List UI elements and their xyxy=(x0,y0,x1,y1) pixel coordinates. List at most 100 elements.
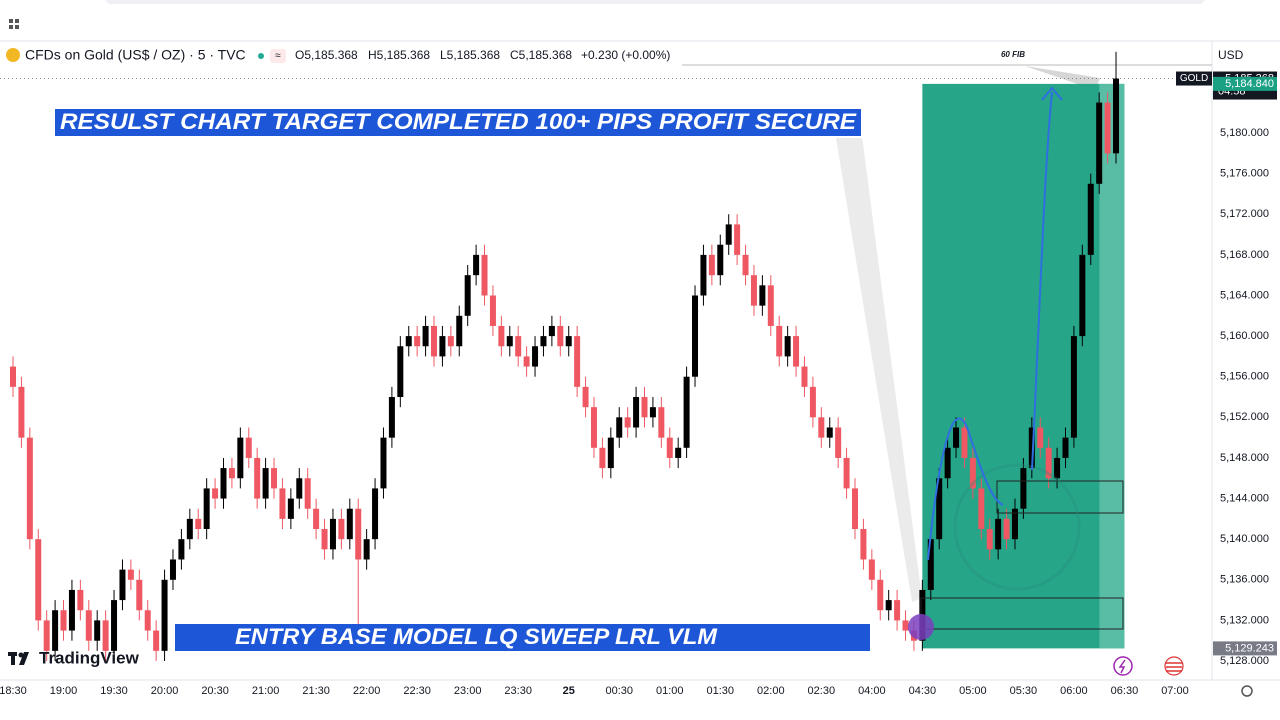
banner-text: ENTRY BASE MODEL LQ SWEEP LRL VLM xyxy=(235,624,718,649)
candle-body xyxy=(447,336,454,347)
x-tick-label: 04:30 xyxy=(909,685,937,697)
fib-label: 60 FIB xyxy=(1001,50,1025,59)
candle-body xyxy=(532,346,539,367)
symbol-tag xyxy=(1176,71,1212,86)
x-tick-label: 21:30 xyxy=(302,685,330,697)
candle-body xyxy=(877,579,884,611)
candle-body xyxy=(607,437,614,469)
candle-body xyxy=(262,468,269,499)
currency[interactable]: USD xyxy=(1218,48,1244,62)
x-tick-label: 20:00 xyxy=(151,685,179,697)
candle-body xyxy=(742,254,749,276)
candle-body xyxy=(506,336,513,347)
x-tick-label: 06:00 xyxy=(1060,685,1088,697)
candle-body xyxy=(624,417,631,428)
candle-body xyxy=(818,417,825,438)
candle-body xyxy=(1087,183,1094,255)
candle-body xyxy=(860,529,867,560)
candle-body xyxy=(397,346,404,398)
candle-body xyxy=(1062,437,1069,458)
position-box xyxy=(922,83,1125,649)
candle-body xyxy=(801,366,808,387)
candle-body xyxy=(557,325,564,347)
candle-body xyxy=(725,224,732,245)
candle-body xyxy=(1070,336,1077,438)
candle-body xyxy=(1037,427,1044,448)
candle-body xyxy=(178,539,185,560)
watermark-circle xyxy=(953,463,1081,591)
candle-body xyxy=(1003,518,1010,540)
alert-icon[interactable] xyxy=(1113,656,1133,676)
x-tick-label: 23:30 xyxy=(504,685,532,697)
candle-body xyxy=(321,529,328,550)
candle-body xyxy=(313,508,320,530)
candle-body xyxy=(94,620,101,641)
y-tick-label: 5,172.000 xyxy=(1220,208,1269,220)
candle-body xyxy=(927,539,934,590)
y-tick-label: 5,140.000 xyxy=(1220,533,1269,545)
candle-body xyxy=(329,518,336,550)
candle-body xyxy=(26,437,33,540)
candle-body xyxy=(902,620,909,631)
y-tick-label: 5,144.000 xyxy=(1220,492,1269,504)
candle-body xyxy=(254,457,261,499)
candle-body xyxy=(60,610,67,631)
candle-body xyxy=(969,457,976,489)
candle-body xyxy=(1020,468,1027,509)
candle-body xyxy=(195,518,202,530)
y-tick-label: 5,128.000 xyxy=(1220,655,1269,667)
zone-box xyxy=(920,597,1124,630)
candle-body xyxy=(953,427,960,448)
candle-body xyxy=(944,447,951,479)
y-tick-label: 5,132.000 xyxy=(1220,614,1269,626)
candle-body xyxy=(111,600,118,651)
candle-body xyxy=(296,478,303,499)
candle-body xyxy=(759,285,766,306)
candle-body xyxy=(279,488,286,519)
candle-body xyxy=(565,336,572,347)
brand: TradingView xyxy=(39,648,140,667)
candle-body xyxy=(1045,447,1052,479)
banner xyxy=(175,624,870,651)
candle-body xyxy=(936,478,943,540)
symbol[interactable]: CFDs on Gold (US$ / OZ) · 5 · TVC xyxy=(25,47,246,63)
flag-icon[interactable] xyxy=(1164,656,1184,676)
candle-body xyxy=(835,427,842,458)
y-tick-label: 5,160.000 xyxy=(1220,330,1269,342)
y-tick-label: 5,148.000 xyxy=(1220,452,1269,464)
candle-body xyxy=(422,325,429,347)
candle-body xyxy=(271,468,278,489)
candle-body xyxy=(464,275,471,316)
candle-body xyxy=(885,600,892,611)
candle-body xyxy=(675,447,682,458)
top-bar xyxy=(105,0,1205,4)
x-tick-label: 23:00 xyxy=(454,685,482,697)
x-tick-label: 06:30 xyxy=(1111,685,1139,697)
candle-body xyxy=(52,610,59,651)
candle-body xyxy=(10,366,16,387)
x-tick-label: 20:30 xyxy=(201,685,229,697)
x-tick-label: 07:00 xyxy=(1161,685,1189,697)
candle-body xyxy=(414,336,421,347)
candle-body xyxy=(649,407,656,418)
candle-body xyxy=(641,397,648,418)
candle-body xyxy=(161,579,168,651)
candle-body xyxy=(119,569,126,601)
candle-body xyxy=(380,437,387,489)
guide-wedge xyxy=(836,136,922,602)
candle-body xyxy=(43,620,50,651)
price-tag-label: 5,129.243 xyxy=(1225,642,1274,654)
candle-body xyxy=(843,457,850,489)
candle-body xyxy=(35,539,42,621)
settings-icon[interactable] xyxy=(1241,685,1253,697)
brand-logo xyxy=(8,652,29,665)
layout-icon[interactable] xyxy=(9,19,19,29)
candle-body xyxy=(228,468,235,479)
candle-body xyxy=(658,407,665,438)
candle-body xyxy=(708,254,715,276)
price-tag xyxy=(1213,641,1277,656)
candle-body xyxy=(616,417,623,438)
x-tick-label: 18:30 xyxy=(0,685,27,697)
x-tick-label: 04:00 xyxy=(858,685,886,697)
zone-box xyxy=(996,480,1124,514)
